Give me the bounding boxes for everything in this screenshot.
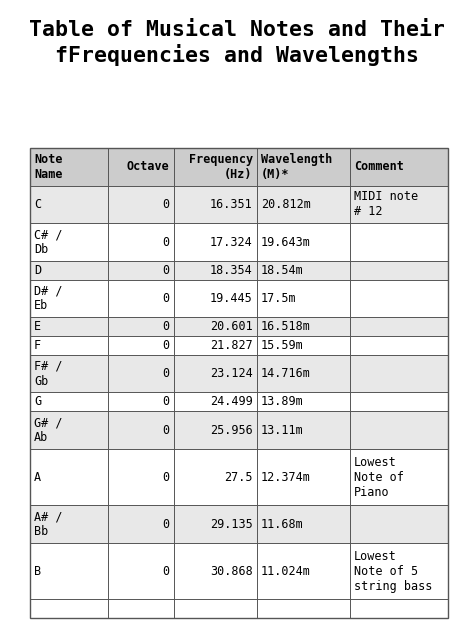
Text: Frequency
(Hz): Frequency (Hz) bbox=[189, 153, 253, 181]
Bar bbox=[30, 148, 448, 618]
Text: 30.868: 30.868 bbox=[210, 564, 253, 578]
Bar bbox=[30, 392, 448, 411]
Text: E: E bbox=[34, 320, 41, 333]
Text: Octave: Octave bbox=[127, 161, 170, 173]
Text: MIDI note
# 12: MIDI note # 12 bbox=[354, 190, 418, 219]
Text: 27.5: 27.5 bbox=[224, 470, 253, 483]
Bar bbox=[30, 543, 448, 599]
Bar bbox=[30, 599, 448, 618]
Text: 0: 0 bbox=[163, 198, 170, 211]
Text: 20.812m: 20.812m bbox=[261, 198, 310, 211]
Bar bbox=[30, 505, 448, 543]
Text: 17.324: 17.324 bbox=[210, 236, 253, 248]
Text: A: A bbox=[34, 470, 41, 483]
Text: 0: 0 bbox=[163, 320, 170, 333]
Text: F: F bbox=[34, 339, 41, 352]
Text: Wavelength
(M)*: Wavelength (M)* bbox=[261, 153, 332, 181]
Text: 0: 0 bbox=[163, 367, 170, 380]
Text: Comment: Comment bbox=[354, 161, 404, 173]
Bar bbox=[30, 186, 448, 223]
Bar bbox=[30, 411, 448, 449]
Text: F# /
Gb: F# / Gb bbox=[34, 360, 63, 387]
Text: D# /
Eb: D# / Eb bbox=[34, 284, 63, 312]
Text: C# /
Db: C# / Db bbox=[34, 228, 63, 256]
Text: 0: 0 bbox=[163, 236, 170, 248]
Text: 18.354: 18.354 bbox=[210, 264, 253, 277]
Bar bbox=[30, 336, 448, 355]
Text: Lowest
Note of 5
string bass: Lowest Note of 5 string bass bbox=[354, 549, 432, 593]
Text: 18.54m: 18.54m bbox=[261, 264, 303, 277]
Text: 11.68m: 11.68m bbox=[261, 518, 303, 530]
Bar bbox=[30, 223, 448, 261]
Text: 0: 0 bbox=[163, 292, 170, 305]
Text: 21.827: 21.827 bbox=[210, 339, 253, 352]
Text: 24.499: 24.499 bbox=[210, 395, 253, 408]
Text: 16.518m: 16.518m bbox=[261, 320, 310, 333]
Text: 20.601: 20.601 bbox=[210, 320, 253, 333]
Text: D: D bbox=[34, 264, 41, 277]
Text: 0: 0 bbox=[163, 339, 170, 352]
Text: C: C bbox=[34, 198, 41, 211]
Bar bbox=[30, 279, 448, 317]
Text: Note
Name: Note Name bbox=[34, 153, 63, 181]
Text: Table of Musical Notes and Their
fFrequencies and Wavelengths: Table of Musical Notes and Their fFreque… bbox=[29, 20, 445, 66]
Text: 0: 0 bbox=[163, 518, 170, 530]
Text: 15.59m: 15.59m bbox=[261, 339, 303, 352]
Text: G# /
Ab: G# / Ab bbox=[34, 416, 63, 444]
Text: 12.374m: 12.374m bbox=[261, 470, 310, 483]
Text: 11.024m: 11.024m bbox=[261, 564, 310, 578]
Text: B: B bbox=[34, 564, 41, 578]
Text: 23.124: 23.124 bbox=[210, 367, 253, 380]
Text: 16.351: 16.351 bbox=[210, 198, 253, 211]
Text: 19.643m: 19.643m bbox=[261, 236, 310, 248]
Bar bbox=[30, 449, 448, 505]
Bar bbox=[30, 261, 448, 279]
Text: 0: 0 bbox=[163, 423, 170, 437]
Text: G: G bbox=[34, 395, 41, 408]
Text: 0: 0 bbox=[163, 395, 170, 408]
Text: A# /
Bb: A# / Bb bbox=[34, 510, 63, 538]
Text: 13.11m: 13.11m bbox=[261, 423, 303, 437]
Bar bbox=[30, 148, 448, 186]
Text: 13.89m: 13.89m bbox=[261, 395, 303, 408]
Text: 19.445: 19.445 bbox=[210, 292, 253, 305]
Bar bbox=[30, 355, 448, 392]
Text: 17.5m: 17.5m bbox=[261, 292, 296, 305]
Text: 29.135: 29.135 bbox=[210, 518, 253, 530]
Bar bbox=[30, 317, 448, 336]
Text: 0: 0 bbox=[163, 264, 170, 277]
Text: 0: 0 bbox=[163, 564, 170, 578]
Text: Lowest
Note of
Piano: Lowest Note of Piano bbox=[354, 456, 404, 499]
Text: 0: 0 bbox=[163, 470, 170, 483]
Text: 14.716m: 14.716m bbox=[261, 367, 310, 380]
Text: 25.956: 25.956 bbox=[210, 423, 253, 437]
